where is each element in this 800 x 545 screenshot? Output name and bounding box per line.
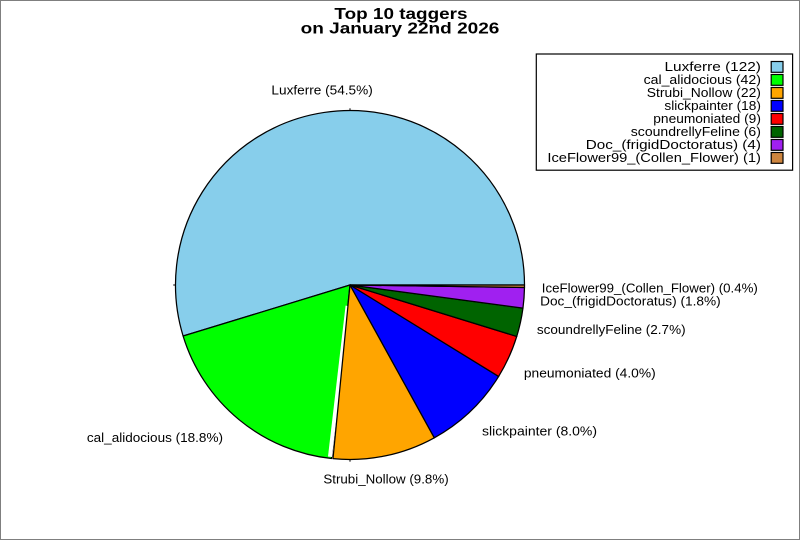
svg-text:pneumoniated (4.0%): pneumoniated (4.0%): [524, 365, 656, 380]
svg-text:scoundrellyFeline (6): scoundrellyFeline (6): [631, 124, 761, 139]
svg-text:Strubi_Nollow (22): Strubi_Nollow (22): [647, 85, 761, 100]
svg-text:slickpainter (18): slickpainter (18): [664, 98, 761, 113]
svg-text:cal_alidocious (42): cal_alidocious (42): [644, 72, 761, 87]
svg-text:Strubi_Nollow (9.8%): Strubi_Nollow (9.8%): [323, 472, 448, 487]
svg-text:on January 22nd 2026: on January 22nd 2026: [301, 21, 500, 38]
svg-text:scoundrellyFeline (2.7%): scoundrellyFeline (2.7%): [537, 322, 686, 337]
svg-text:cal_alidocious (18.8%): cal_alidocious (18.8%): [87, 430, 223, 445]
svg-text:IceFlower99_(Collen_Flower) (0: IceFlower99_(Collen_Flower) (0.4%): [542, 281, 758, 296]
svg-text:Luxferre (122): Luxferre (122): [665, 59, 761, 74]
svg-text:pneumoniated (9): pneumoniated (9): [653, 111, 761, 126]
svg-text:Doc_(frigidDoctoratus) (1.8%): Doc_(frigidDoctoratus) (1.8%): [540, 294, 721, 309]
svg-text:Luxferre (54.5%): Luxferre (54.5%): [271, 83, 372, 98]
svg-text:Doc_(frigidDoctoratus) (4): Doc_(frigidDoctoratus) (4): [586, 137, 761, 152]
svg-text:IceFlower99_(Collen_Flower) (1: IceFlower99_(Collen_Flower) (1): [547, 150, 761, 165]
svg-text:Top 10 taggers: Top 10 taggers: [334, 6, 467, 23]
svg-text:slickpainter (8.0%): slickpainter (8.0%): [482, 423, 597, 438]
